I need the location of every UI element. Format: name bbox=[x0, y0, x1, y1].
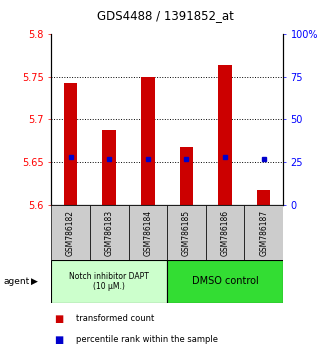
Text: GSM786187: GSM786187 bbox=[259, 210, 268, 256]
Text: agent: agent bbox=[3, 277, 29, 286]
Bar bbox=[167, 205, 206, 260]
Text: ■: ■ bbox=[55, 314, 64, 324]
Bar bbox=[128, 205, 167, 260]
Bar bbox=[64, 82, 77, 205]
Text: percentile rank within the sample: percentile rank within the sample bbox=[76, 335, 218, 344]
Bar bbox=[180, 147, 193, 205]
Bar bbox=[51, 260, 167, 303]
Bar bbox=[257, 190, 270, 205]
Bar bbox=[206, 205, 244, 260]
Bar bbox=[218, 65, 232, 205]
Text: GDS4488 / 1391852_at: GDS4488 / 1391852_at bbox=[97, 10, 234, 22]
Text: DMSO control: DMSO control bbox=[192, 276, 259, 286]
Text: ■: ■ bbox=[55, 335, 64, 345]
Text: GSM786183: GSM786183 bbox=[105, 210, 114, 256]
Bar bbox=[244, 205, 283, 260]
Text: GSM786184: GSM786184 bbox=[143, 210, 152, 256]
Bar bbox=[51, 205, 90, 260]
Bar bbox=[141, 76, 155, 205]
Text: GSM786186: GSM786186 bbox=[220, 210, 230, 256]
Text: Notch inhibitor DAPT
(10 μM.): Notch inhibitor DAPT (10 μM.) bbox=[69, 272, 149, 291]
Text: GSM786182: GSM786182 bbox=[66, 210, 75, 256]
Text: transformed count: transformed count bbox=[76, 314, 154, 323]
Bar bbox=[167, 260, 283, 303]
Bar bbox=[103, 130, 116, 205]
Text: GSM786185: GSM786185 bbox=[182, 210, 191, 256]
Bar bbox=[90, 205, 128, 260]
Text: ▶: ▶ bbox=[31, 277, 38, 286]
